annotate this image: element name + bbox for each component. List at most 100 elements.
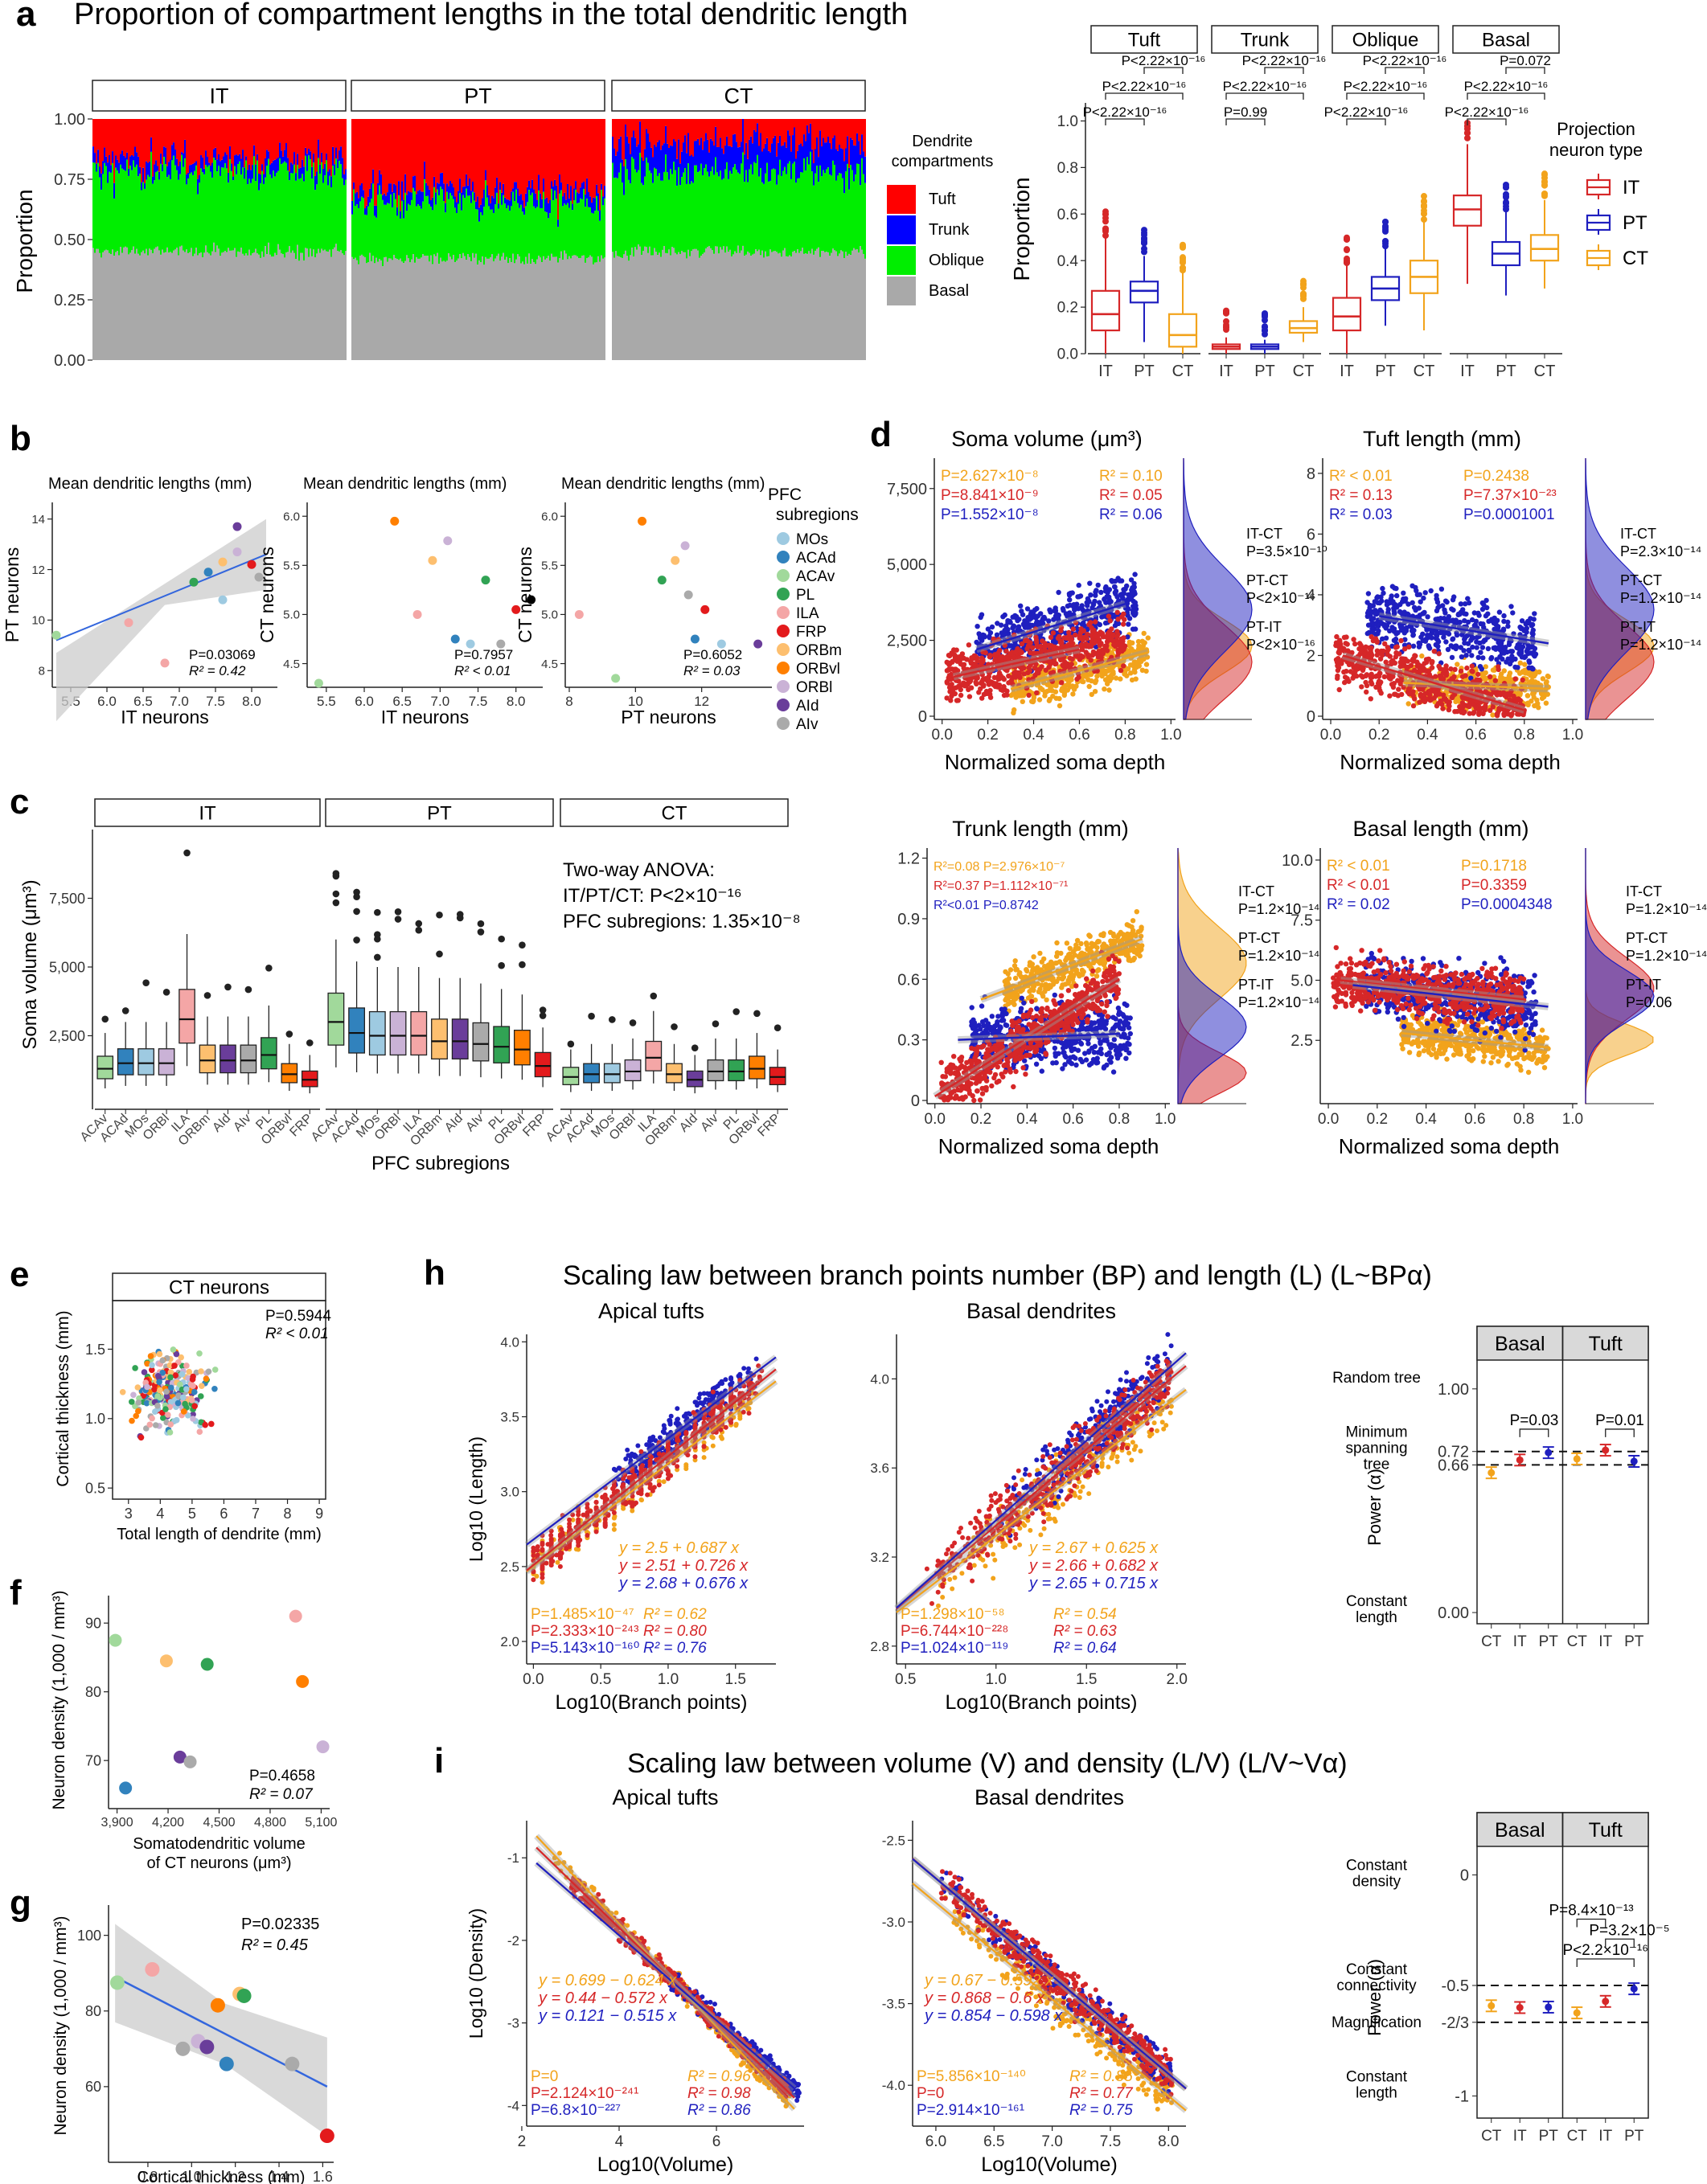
d-point-IT bbox=[1118, 667, 1124, 674]
d-point-CT bbox=[1008, 692, 1014, 699]
a-bar-basal bbox=[210, 255, 211, 360]
a-bar-oblique bbox=[679, 185, 681, 254]
a-bar-trunk bbox=[271, 162, 273, 178]
a-bar-tuft bbox=[652, 119, 654, 158]
d-point-CT bbox=[1139, 646, 1145, 652]
b2-xtick-label: 10 bbox=[628, 694, 643, 709]
a-bar-tuft bbox=[490, 119, 491, 203]
a-bar-tuft bbox=[636, 119, 638, 147]
d-point-PT bbox=[1053, 613, 1060, 618]
a-facet-CT bbox=[611, 80, 866, 112]
a-bar-basal bbox=[556, 256, 557, 360]
a-bar-tuft bbox=[134, 119, 136, 147]
a-bar-oblique bbox=[485, 180, 486, 257]
a-bar-tuft bbox=[292, 119, 293, 165]
a-bar-tuft bbox=[224, 119, 226, 153]
a-bar-tuft bbox=[441, 119, 443, 173]
a-bar-trunk bbox=[594, 198, 596, 211]
a-bar-trunk bbox=[803, 134, 805, 158]
panel-title-h: Scaling law between branch points number… bbox=[563, 1260, 1432, 1291]
a-bar-basal bbox=[176, 248, 178, 360]
a-bar-tuft bbox=[305, 119, 306, 148]
a-bar-basal bbox=[744, 256, 745, 360]
a-bar-tuft bbox=[97, 119, 99, 150]
a-bar-tuft bbox=[160, 119, 162, 154]
a-bar-basal bbox=[483, 264, 485, 360]
a-bar-tuft bbox=[375, 119, 377, 206]
a-bar-trunk bbox=[268, 151, 269, 159]
a-bar-trunk bbox=[253, 145, 255, 157]
a-bar-trunk bbox=[581, 182, 583, 199]
a-bar-trunk bbox=[840, 148, 842, 174]
a-bar-tuft bbox=[522, 119, 523, 201]
a-bar-oblique bbox=[687, 163, 689, 250]
a-bar-oblique bbox=[126, 159, 128, 248]
b-stat-2: P=0.6052 bbox=[683, 647, 742, 662]
a-bar-trunk bbox=[430, 200, 432, 207]
a-bar-oblique bbox=[379, 185, 380, 260]
a-bar-trunk bbox=[364, 208, 366, 215]
a-bar-trunk bbox=[244, 167, 245, 179]
a-bar-basal bbox=[252, 252, 253, 360]
a-bar-oblique bbox=[453, 199, 454, 256]
a-bar-oblique bbox=[247, 184, 248, 256]
a-bar-tuft bbox=[244, 119, 245, 168]
a-bar-basal bbox=[845, 252, 847, 360]
a-bar-trunk bbox=[591, 203, 593, 213]
c-outlier bbox=[353, 908, 360, 916]
a-bar-tuft bbox=[671, 119, 673, 146]
d0-ytick-label: 2,500 bbox=[887, 633, 927, 650]
a-bar-oblique bbox=[570, 200, 572, 259]
a-bar-oblique bbox=[704, 168, 705, 253]
a-bar-oblique bbox=[371, 199, 372, 262]
a-bar-oblique bbox=[353, 189, 355, 260]
abox-bracket bbox=[1225, 118, 1266, 125]
a-legend-title-2: compartments bbox=[892, 153, 994, 170]
d0-xtick-label: 0.4 bbox=[1023, 727, 1044, 744]
a-bar-oblique bbox=[382, 199, 384, 267]
a-bar-trunk bbox=[763, 148, 765, 184]
a-bar-tuft bbox=[826, 119, 827, 143]
a-bar-trunk bbox=[512, 188, 514, 192]
a-bar-oblique bbox=[515, 189, 517, 260]
a-bar-basal bbox=[650, 255, 652, 360]
a-bar-tuft bbox=[478, 119, 480, 208]
a-bar-tuft bbox=[242, 119, 244, 150]
a-bar-oblique bbox=[821, 176, 823, 252]
a-bar-trunk bbox=[142, 167, 144, 182]
a-bar-tuft bbox=[432, 119, 433, 198]
c-outlier bbox=[732, 1008, 740, 1015]
a-bar-trunk bbox=[453, 187, 454, 199]
a-bar-trunk bbox=[509, 200, 511, 211]
a-bar-trunk bbox=[494, 187, 496, 205]
a-bar-basal bbox=[424, 256, 425, 360]
a-bar-trunk bbox=[186, 174, 187, 185]
a-bar-trunk bbox=[234, 155, 236, 166]
a-bar-trunk bbox=[125, 158, 126, 171]
a-bar-trunk bbox=[679, 163, 681, 186]
a-legend-key-Trunk bbox=[887, 215, 916, 244]
a-bar-basal bbox=[334, 247, 335, 360]
a-bar-oblique bbox=[302, 174, 303, 253]
a-bar-trunk bbox=[429, 189, 430, 204]
a-bar-trunk bbox=[160, 153, 162, 164]
d-point-CT bbox=[1405, 701, 1411, 707]
a-bar-trunk bbox=[319, 164, 321, 174]
c-outlier bbox=[121, 1007, 129, 1014]
d-point-PT bbox=[975, 649, 980, 654]
a-bar-oblique bbox=[864, 182, 866, 259]
a-bar-oblique bbox=[131, 170, 133, 251]
a-bar-trunk bbox=[353, 182, 355, 190]
a-bar-basal bbox=[720, 247, 721, 360]
a-bar-basal bbox=[266, 254, 268, 360]
a-bar-trunk bbox=[847, 136, 848, 164]
d-point-IT bbox=[1047, 642, 1053, 648]
a-bar-oblique bbox=[265, 177, 266, 246]
d-point-IT bbox=[958, 692, 964, 699]
a-bar-basal bbox=[599, 261, 601, 360]
a-bar-basal bbox=[860, 246, 861, 360]
a-bar-tuft bbox=[385, 119, 387, 196]
abox-facet-Trunk-label: Trunk bbox=[1241, 30, 1290, 51]
a-bar-trunk bbox=[527, 186, 528, 203]
a-bar-oblique bbox=[855, 174, 856, 250]
